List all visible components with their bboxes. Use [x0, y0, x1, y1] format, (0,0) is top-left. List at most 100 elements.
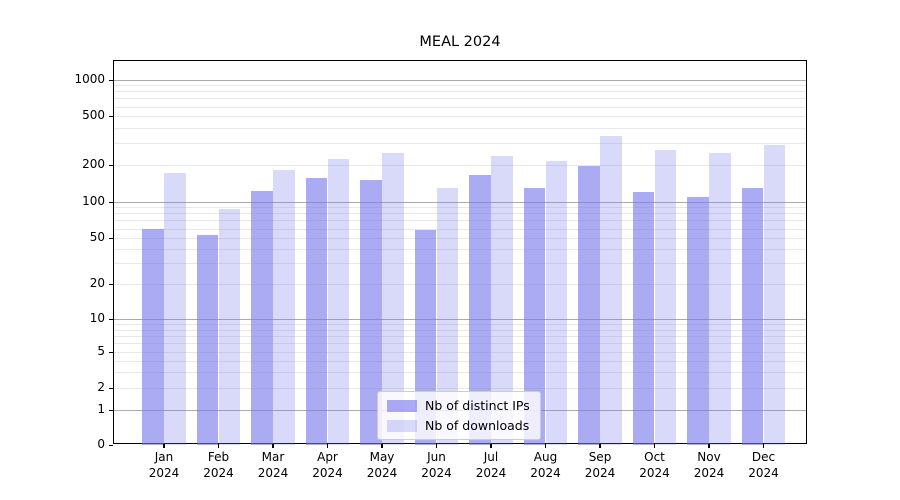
x-tick-label: May 2024 — [366, 450, 398, 480]
bar-downloads-mar — [273, 169, 295, 445]
gridline-minor — [114, 324, 806, 326]
y-tick-label: 1000 — [74, 71, 105, 86]
gridline-minor — [114, 329, 806, 331]
x-tick-label: Dec 2024 — [748, 450, 779, 480]
y-tick-label: 50 — [89, 230, 105, 245]
bar-downloads-may — [382, 152, 404, 445]
bar-downloads-sep — [600, 135, 622, 445]
x-tick-mark — [217, 444, 220, 448]
gridline-minor — [114, 85, 806, 87]
x-tick-mark — [326, 444, 329, 448]
x-tick-label: Oct 2024 — [639, 450, 670, 480]
bar-distinct-ips-jan — [142, 228, 164, 445]
gridline-minor — [114, 207, 806, 209]
legend-item: Nb of downloads — [387, 418, 530, 433]
x-tick-label: Jul 2024 — [475, 450, 507, 480]
legend-label: Nb of distinct IPs — [425, 398, 530, 413]
legend-swatch-distinct-ips — [387, 399, 417, 412]
x-tick-label: Jun 2024 — [421, 450, 452, 480]
y-tick-mark — [109, 319, 113, 321]
gridline-minor — [114, 238, 806, 240]
bar-distinct-ips-oct — [632, 192, 655, 445]
bar-distinct-ips-dec — [741, 187, 764, 445]
legend-swatch-downloads — [387, 419, 417, 432]
legend-item: Nb of distinct IPs — [387, 398, 530, 413]
gridline-minor — [114, 372, 806, 374]
x-tick-mark — [490, 444, 492, 448]
x-tick-label: Jan 2024 — [148, 450, 180, 480]
x-tick-label: Apr 2024 — [312, 450, 343, 480]
bar-downloads-jun — [436, 187, 459, 445]
bar-distinct-ips-feb — [196, 235, 219, 445]
bar-downloads-jul — [491, 155, 513, 445]
y-tick-mark — [109, 388, 113, 390]
y-tick-mark — [109, 116, 113, 118]
bar-downloads-jan — [164, 173, 186, 445]
y-tick-label: 5 — [97, 344, 105, 358]
gridline-minor — [114, 220, 806, 222]
gridline-minor — [114, 263, 806, 265]
gridline-minor — [114, 128, 806, 130]
gridline-minor — [114, 213, 806, 215]
gridline-minor — [114, 106, 806, 108]
gridline-minor — [114, 116, 806, 118]
bar-downloads-apr — [327, 159, 350, 445]
y-tick-label: 200 — [82, 156, 105, 171]
gridline-major — [114, 79, 806, 81]
y-tick-label: 0 — [97, 437, 105, 451]
y-tick-mark — [109, 284, 113, 286]
gridline-minor — [114, 91, 806, 93]
x-tick-mark — [272, 444, 274, 448]
y-tick-mark — [109, 201, 113, 203]
x-tick-label: Nov 2024 — [693, 450, 725, 480]
bar-downloads-oct — [654, 150, 677, 445]
y-tick-label: 20 — [89, 276, 105, 290]
x-tick-mark — [544, 444, 547, 448]
x-tick-mark — [708, 444, 710, 448]
gridline-minor — [114, 343, 806, 345]
bar-downloads-nov — [709, 153, 731, 445]
y-tick-label: 1 — [97, 402, 105, 416]
legend: Nb of distinct IPs Nb of downloads — [377, 391, 541, 440]
x-tick-label: Sep 2024 — [584, 450, 616, 480]
y-tick-mark — [109, 238, 113, 240]
plot-area: 0 1 2 5 10 20 50 100 200 500 1000 Jan 2024 Feb 2024 M… — [74, 60, 807, 480]
x-tick-label: Feb 2024 — [203, 450, 234, 480]
bar-downloads-aug — [545, 160, 568, 445]
bar-distinct-ips-nov — [687, 197, 709, 445]
legend-label: Nb of downloads — [425, 418, 530, 433]
x-tick-mark — [599, 444, 601, 448]
gridline-minor — [114, 352, 806, 353]
y-tick-mark — [109, 410, 113, 412]
gridline-minor — [114, 360, 806, 362]
bar-distinct-ips-may — [360, 180, 382, 445]
x-tick-label: Mar 2024 — [257, 450, 289, 480]
y-tick-label: 500 — [82, 108, 105, 123]
gridline-minor — [114, 284, 806, 285]
y-tick-mark — [109, 164, 113, 166]
y-tick-mark — [109, 445, 113, 447]
gridline-minor — [114, 388, 806, 389]
x-tick-mark — [163, 444, 165, 448]
bar-downloads-dec — [763, 144, 786, 445]
gridline-minor — [114, 335, 806, 337]
y-tick-label: 2 — [97, 380, 105, 394]
bar-downloads-feb — [218, 209, 241, 445]
chart-title: MEAL 2024 — [419, 34, 501, 50]
bar-distinct-ips-mar — [251, 191, 273, 445]
gridline-minor — [114, 228, 806, 230]
y-tick-label: 100 — [82, 193, 105, 208]
x-tick-mark — [381, 444, 383, 448]
bar-distinct-ips-jul — [469, 174, 491, 445]
x-tick-mark — [435, 444, 438, 448]
bar-distinct-ips-apr — [305, 177, 328, 445]
gridline-minor — [114, 143, 806, 145]
x-tick-mark — [762, 444, 765, 448]
gridline-major — [114, 201, 806, 203]
gridline-minor — [114, 248, 806, 250]
gridline-major — [114, 319, 806, 320]
gridline-minor — [114, 98, 806, 100]
bar-distinct-ips-sep — [578, 165, 600, 445]
x-tick-mark — [653, 444, 656, 448]
